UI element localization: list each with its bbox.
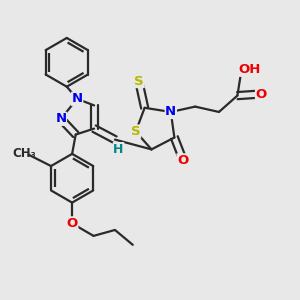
Text: N: N [165,106,176,118]
Text: H: H [113,142,124,156]
Text: S: S [134,74,144,88]
Text: O: O [67,217,78,230]
Text: O: O [256,88,267,100]
Text: N: N [72,92,83,105]
Text: CH₃: CH₃ [12,147,36,160]
Text: O: O [177,154,188,167]
Text: OH: OH [238,63,260,76]
Text: N: N [55,112,66,125]
Text: S: S [131,125,140,138]
